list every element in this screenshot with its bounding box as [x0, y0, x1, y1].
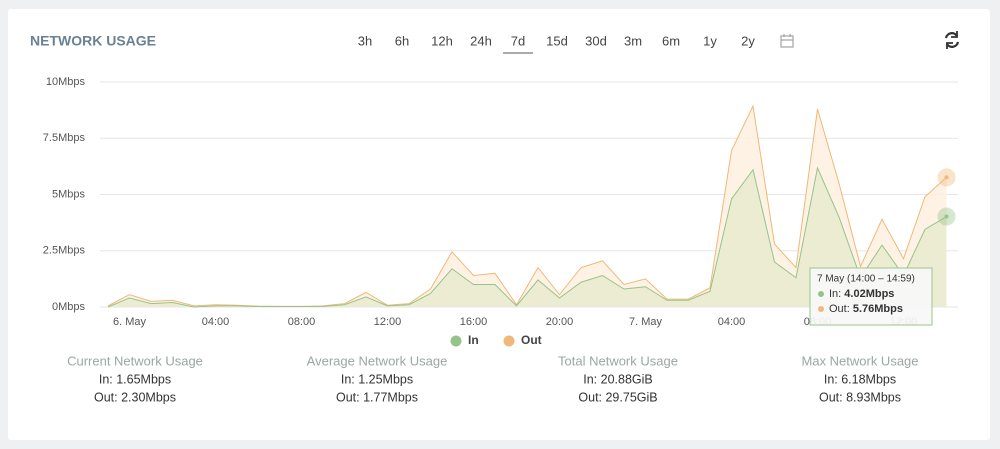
- area-line: [107, 104, 947, 307]
- hover-point: [944, 175, 949, 180]
- tooltip-value: 5.76Mbps: [853, 303, 903, 315]
- y-tick-label: 7.5Mbps: [43, 132, 86, 144]
- y-tick-label: 0Mbps: [52, 301, 86, 313]
- x-tick-label: 16:00: [460, 316, 488, 328]
- legend-swatch: [503, 335, 515, 347]
- stat-out: Out: 1.77Mbps: [336, 390, 418, 404]
- range-button[interactable]: 6h: [395, 33, 409, 48]
- x-tick-label: 12:00: [374, 316, 402, 328]
- range-button[interactable]: 6m: [662, 33, 680, 48]
- range-button[interactable]: 3m: [624, 33, 642, 48]
- stat-title: Current Network Usage: [67, 353, 203, 368]
- x-tick-label: 20:00: [546, 316, 574, 328]
- y-tick-label: 5Mbps: [52, 188, 86, 200]
- x-tick-label: 08:00: [288, 316, 316, 328]
- stat-out: Out: 2.30Mbps: [94, 390, 176, 404]
- stat-out: Out: 8.93Mbps: [819, 390, 901, 404]
- stat-in: In: 1.25Mbps: [341, 372, 413, 386]
- range-button[interactable]: 3h: [358, 33, 372, 48]
- x-tick-label: 6. May: [113, 316, 147, 328]
- legend-label[interactable]: In: [468, 333, 479, 347]
- range-button[interactable]: 30d: [585, 33, 607, 48]
- area-fill: [108, 167, 947, 307]
- stat-in: In: 1.65Mbps: [99, 372, 171, 386]
- range-button[interactable]: 2y: [741, 33, 755, 48]
- y-tick-label: 10Mbps: [46, 76, 86, 88]
- tooltip-label: In:: [829, 288, 844, 300]
- stat-in: In: 6.18Mbps: [824, 372, 896, 386]
- calendar-icon[interactable]: [780, 34, 794, 48]
- widget-title: NETWORK USAGE: [30, 33, 156, 49]
- range-button[interactable]: 1y: [703, 33, 717, 48]
- y-tick-label: 2.5Mbps: [43, 245, 86, 257]
- range-button[interactable]: 15d: [546, 33, 568, 48]
- tooltip-value: 4.02Mbps: [844, 288, 894, 300]
- stat-title: Total Network Usage: [558, 353, 678, 368]
- tooltip-box: [809, 267, 933, 326]
- stat-title: Average Network Usage: [307, 353, 448, 368]
- tooltip: 7 May (14:00 – 14:59) In: 4.02Mbps Out: 5.…: [809, 267, 933, 326]
- tooltip-swatch: [818, 306, 824, 312]
- tooltip-row: In: 4.02Mbps: [829, 288, 894, 300]
- x-tick-label: 7. May: [629, 316, 663, 328]
- stat-in: In: 20.88GiB: [583, 372, 653, 386]
- tooltip-title: 7 May (14:00 – 14:59): [817, 274, 915, 285]
- refresh-icon[interactable]: [944, 31, 960, 49]
- legend-swatch: [450, 335, 462, 347]
- card: [8, 9, 990, 440]
- hover-point: [944, 214, 949, 219]
- stat-out: Out: 29.75GiB: [578, 390, 657, 404]
- legend-label[interactable]: Out: [521, 333, 542, 347]
- area-line: [107, 166, 947, 308]
- x-tick-label: 04:00: [202, 316, 230, 328]
- range-button[interactable]: 12h: [431, 33, 453, 48]
- range-button[interactable]: 7d: [511, 33, 525, 48]
- stat-title: Max Network Usage: [801, 353, 918, 368]
- tooltip-row: Out: 5.76Mbps: [829, 303, 903, 315]
- tooltip-label: Out:: [829, 303, 853, 315]
- x-tick-label: 04:00: [718, 316, 746, 328]
- range-button[interactable]: 24h: [470, 33, 492, 48]
- tooltip-swatch: [818, 291, 824, 297]
